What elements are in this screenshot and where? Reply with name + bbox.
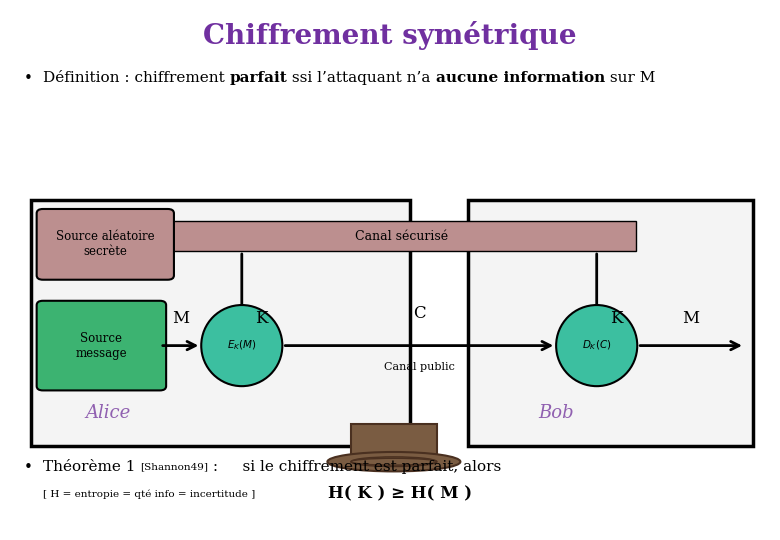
FancyBboxPatch shape <box>31 200 410 446</box>
Text: K: K <box>255 310 268 327</box>
Text: C: C <box>413 305 426 322</box>
Ellipse shape <box>556 305 637 386</box>
Text: $D_K(C)$: $D_K(C)$ <box>582 339 612 353</box>
Text: :     si le chiffrement est parfait, alors: : si le chiffrement est parfait, alors <box>208 460 502 474</box>
Text: Bob: Bob <box>538 404 574 422</box>
Text: M: M <box>172 310 189 327</box>
FancyBboxPatch shape <box>37 209 174 280</box>
Text: aucune information: aucune information <box>435 71 604 85</box>
Text: Source
message: Source message <box>76 332 127 360</box>
Text: Définition : chiffrement: Définition : chiffrement <box>43 71 229 85</box>
FancyBboxPatch shape <box>168 221 636 251</box>
Text: Théorème 1: Théorème 1 <box>43 460 140 474</box>
Text: [ H = entropie = qté info = incertitude ]: [ H = entropie = qté info = incertitude … <box>43 489 255 499</box>
Text: Canal sécurisé: Canal sécurisé <box>355 230 448 243</box>
Text: Canal public: Canal public <box>384 362 455 372</box>
Text: •: • <box>23 71 32 86</box>
Text: Source aléatoire
secrète: Source aléatoire secrète <box>56 231 154 258</box>
Text: H( K ) ≥ H( M ): H( K ) ≥ H( M ) <box>328 485 472 503</box>
FancyBboxPatch shape <box>37 301 166 390</box>
Text: [Shannon49]: [Shannon49] <box>140 463 208 471</box>
Text: Alice: Alice <box>86 404 131 422</box>
Text: K: K <box>610 310 622 327</box>
FancyBboxPatch shape <box>351 424 437 462</box>
Ellipse shape <box>351 457 437 467</box>
Text: Chiffrement symétrique: Chiffrement symétrique <box>203 21 577 50</box>
Text: •: • <box>23 460 32 475</box>
Ellipse shape <box>201 305 282 386</box>
Text: $E_K(M)$: $E_K(M)$ <box>227 339 257 353</box>
Text: sur M: sur M <box>604 71 655 85</box>
Ellipse shape <box>351 458 437 465</box>
Text: M: M <box>682 310 700 327</box>
Text: parfait: parfait <box>229 71 287 85</box>
Ellipse shape <box>328 452 460 471</box>
FancyBboxPatch shape <box>468 200 753 446</box>
Text: ssi l’attaquant n’a: ssi l’attaquant n’a <box>287 71 435 85</box>
